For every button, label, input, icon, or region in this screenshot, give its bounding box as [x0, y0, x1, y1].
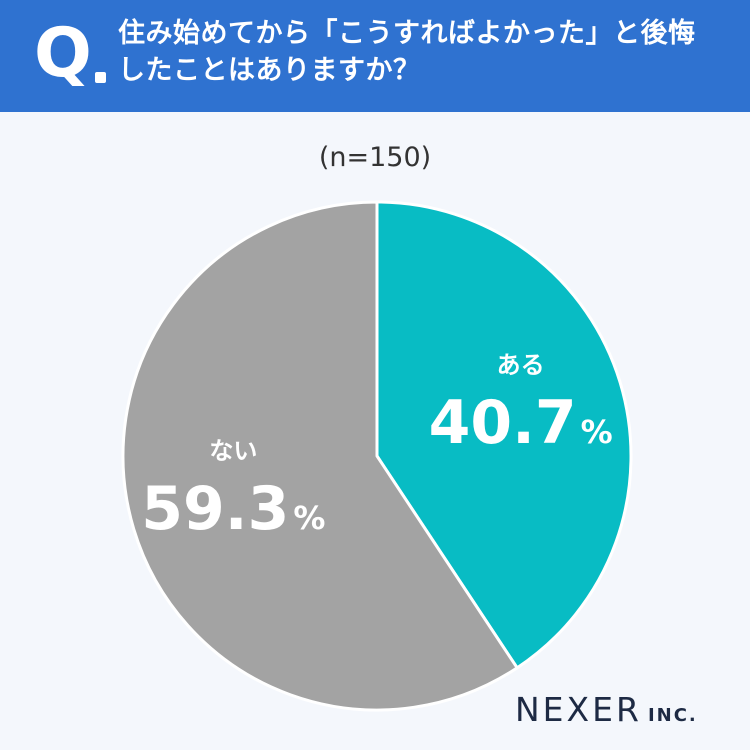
slice-value-nai: 59.3	[141, 474, 289, 544]
slice-unit-nai: %	[293, 499, 325, 537]
q-dot	[95, 72, 106, 83]
slice-category-label-aru: ある	[497, 351, 545, 379]
slice-value-label-nai: 59.3%	[141, 474, 325, 544]
pie-slice-nai	[121, 200, 519, 712]
brand-name: NEXER	[515, 690, 642, 729]
brand-suffix: INC.	[647, 705, 698, 726]
question-header: Q 住み始めてから「こうすればよかった」と後悔 したことはありますか？	[0, 0, 750, 112]
sample-size: (n=150)	[318, 142, 432, 173]
question-text: 住み始めてから「こうすればよかった」と後悔 したことはありますか？	[118, 15, 738, 89]
slice-category-label-nai: ない	[209, 437, 257, 465]
question-line-1: 住み始めてから「こうすればよかった」と後悔	[118, 18, 696, 49]
slice-label-group-aru: ある 40.7%	[429, 351, 613, 458]
slice-label-group-nai: ない 59.3%	[141, 437, 325, 544]
slice-unit-aru: %	[581, 413, 613, 451]
slice-value-label-aru: 40.7%	[429, 388, 613, 458]
q-mark: Q	[34, 14, 92, 93]
nexer-logo: NEXER INC.	[515, 690, 698, 729]
question-line-2: したことはありますか？	[118, 55, 421, 86]
slice-value-aru: 40.7	[429, 388, 577, 458]
